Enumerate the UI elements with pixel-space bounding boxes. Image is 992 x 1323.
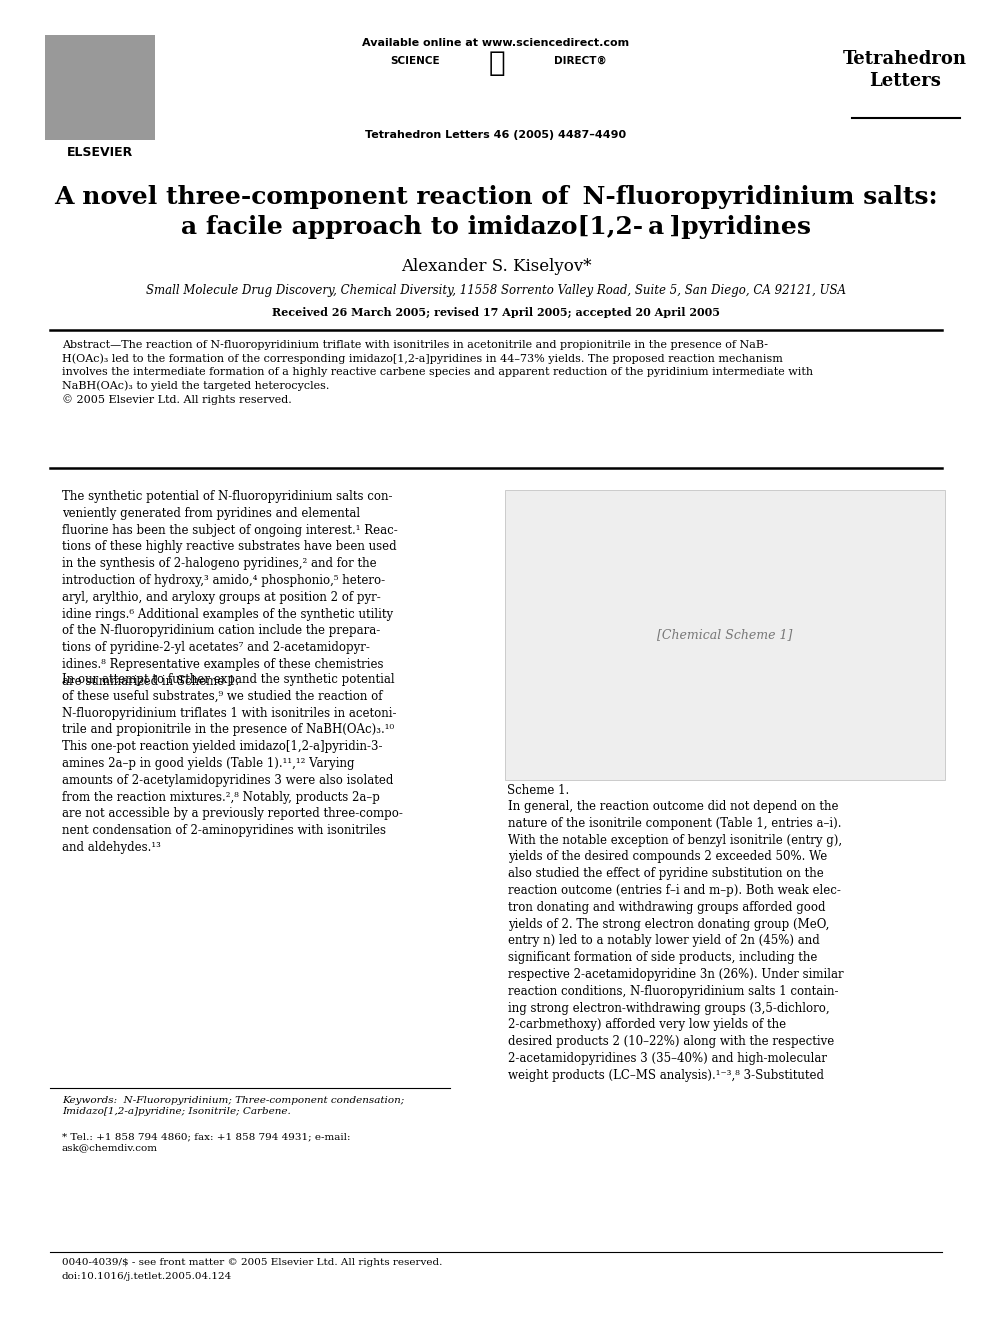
Text: [Chemical Scheme 1]: [Chemical Scheme 1] (658, 628, 793, 642)
Text: Tetrahedron Letters 46 (2005) 4487–4490: Tetrahedron Letters 46 (2005) 4487–4490 (365, 130, 627, 140)
Text: In general, the reaction outcome did not depend on the
nature of the isonitrile : In general, the reaction outcome did not… (508, 800, 843, 1082)
Text: ⓓ: ⓓ (489, 49, 505, 77)
Text: The synthetic potential of N-fluoropyridinium salts con-
veniently generated fro: The synthetic potential of N-fluoropyrid… (62, 490, 398, 688)
Bar (505, 490, 945, 781)
Text: Received 26 March 2005; revised 17 April 2005; accepted 20 April 2005: Received 26 March 2005; revised 17 April… (272, 307, 720, 318)
Text: Tetrahedron: Tetrahedron (843, 50, 967, 67)
Text: ELSEVIER: ELSEVIER (66, 146, 133, 159)
Text: SCIENCE: SCIENCE (391, 56, 440, 66)
Text: Letters: Letters (869, 71, 941, 90)
Text: * Tel.: +1 858 794 4860; fax: +1 858 794 4931; e-mail:
ask@chemdiv.com: * Tel.: +1 858 794 4860; fax: +1 858 794… (62, 1132, 350, 1152)
Text: In our attempt to further expand the synthetic potential
of these useful substra: In our attempt to further expand the syn… (62, 673, 403, 855)
Text: Small Molecule Drug Discovery, Chemical Diversity, 11558 Sorrento Valley Road, S: Small Molecule Drug Discovery, Chemical … (146, 284, 846, 296)
Text: Keywords:  N-Fluoropyridinium; Three-component condensation;
Imidazo[1,2-a]pyrid: Keywords: N-Fluoropyridinium; Three-comp… (62, 1095, 405, 1117)
Text: Alexander S. Kiselyov*: Alexander S. Kiselyov* (401, 258, 591, 275)
Text: A novel three-component reaction of  N-fluoropyridinium salts:: A novel three-component reaction of N-fl… (55, 185, 937, 209)
Text: 0040-4039/$ - see front matter © 2005 Elsevier Ltd. All rights reserved.: 0040-4039/$ - see front matter © 2005 El… (62, 1258, 442, 1267)
Text: doi:10.1016/j.tetlet.2005.04.124: doi:10.1016/j.tetlet.2005.04.124 (62, 1271, 232, 1281)
Text: Available online at www.sciencedirect.com: Available online at www.sciencedirect.co… (362, 38, 630, 48)
Text: Abstract—The reaction of N-fluoropyridinium triflate with isonitriles in acetoni: Abstract—The reaction of N-fluoropyridin… (62, 340, 813, 405)
Bar (45, 34, 155, 140)
Text: a facile approach to imidazo[1,2- a ]pyridines: a facile approach to imidazo[1,2- a ]pyr… (181, 216, 811, 239)
Text: DIRECT®: DIRECT® (554, 56, 607, 66)
Text: Scheme 1.: Scheme 1. (507, 785, 569, 796)
